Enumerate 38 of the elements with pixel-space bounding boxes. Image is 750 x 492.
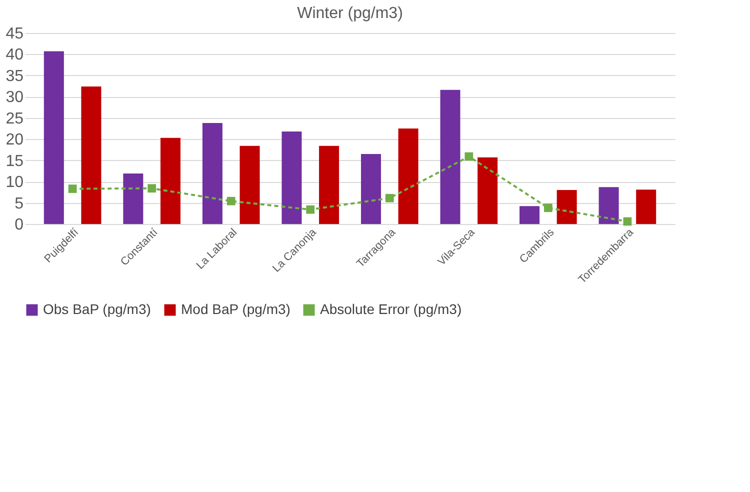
bar — [598, 187, 619, 224]
bar — [440, 90, 460, 224]
point — [464, 152, 474, 161]
bar — [202, 122, 222, 224]
y-tick-label: 0 — [14, 216, 24, 234]
y-tick-label: 40 — [6, 46, 24, 64]
bar — [556, 190, 577, 224]
point — [385, 194, 394, 202]
bar — [282, 131, 302, 224]
y-tick-label: 20 — [6, 132, 24, 149]
bar — [478, 157, 498, 224]
point — [226, 196, 236, 206]
bar — [123, 173, 144, 224]
legend-label: Obs BaP (pg/m3) — [43, 301, 151, 317]
bar — [44, 51, 64, 224]
chart-title: Winter (pg/m3) — [297, 5, 403, 22]
point — [544, 204, 552, 212]
y-tick-label: 10 — [6, 174, 24, 192]
point — [623, 217, 632, 226]
point — [68, 184, 77, 193]
bar — [520, 206, 540, 224]
bar — [636, 190, 656, 224]
bar — [398, 128, 418, 224]
y-tick-label: 25 — [6, 110, 24, 128]
bar — [81, 86, 102, 224]
y-tick-label: 5 — [14, 195, 24, 212]
bar — [160, 138, 180, 224]
y-tick-label: 15 — [6, 152, 24, 170]
point — [148, 184, 156, 193]
legend-label: Absolute Error (pg/m3) — [320, 301, 462, 317]
bar — [240, 146, 260, 224]
point — [306, 205, 315, 214]
y-tick-label: 30 — [6, 89, 24, 106]
y-tick-label: 45 — [6, 26, 24, 42]
bar — [360, 154, 381, 224]
legend-label: Mod BaP (pg/m3) — [181, 301, 290, 317]
bar — [319, 146, 340, 224]
y-tick-label: 35 — [6, 68, 24, 85]
